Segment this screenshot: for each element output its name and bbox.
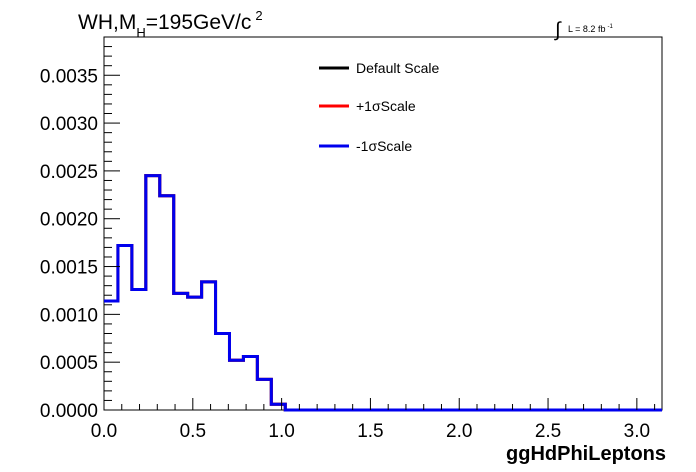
y-tick-label: 0.0005: [40, 353, 98, 374]
y-tick-label: 0.0010: [40, 305, 98, 326]
chart-title: WH,MH=195GeV/c 2: [78, 8, 263, 40]
x-tick-label: 2.5: [535, 421, 561, 442]
legend-entry-label: +1σScale: [356, 98, 416, 114]
x-tick-label: 3.0: [624, 421, 650, 442]
luminosity-integral-symbol: ∫: [554, 19, 562, 41]
x-axis-label: ggHdPhiLeptons: [506, 443, 666, 465]
plot-frame: [103, 36, 663, 411]
legend-entry-label: -1σScale: [356, 138, 412, 154]
x-tick-label: 0.0: [91, 421, 117, 442]
x-tick-label: 1.0: [268, 421, 294, 442]
y-tick-label: 0.0015: [40, 258, 98, 279]
x-tick-label: 0.5: [180, 421, 206, 442]
y-tick-label: 0.0020: [40, 210, 98, 231]
y-tick-label: 0.0025: [40, 162, 98, 183]
x-tick-label: 1.5: [357, 421, 383, 442]
luminosity-label: L = 8.2 fb -1: [568, 24, 613, 34]
legend-entry-label: Default Scale: [356, 60, 439, 76]
axis-layer: 0.00000.00050.00100.00150.00200.00250.00…: [40, 36, 656, 442]
legend: Default Scale +1σScale -1σScale: [319, 60, 439, 154]
y-tick-label: 0.0000: [40, 401, 98, 422]
y-tick-label: 0.0035: [40, 66, 98, 87]
y-tick-label: 0.0030: [40, 114, 98, 135]
x-tick-label: 2.0: [446, 421, 472, 442]
series-layer: [104, 174, 662, 412]
series-line-2: [104, 174, 662, 412]
